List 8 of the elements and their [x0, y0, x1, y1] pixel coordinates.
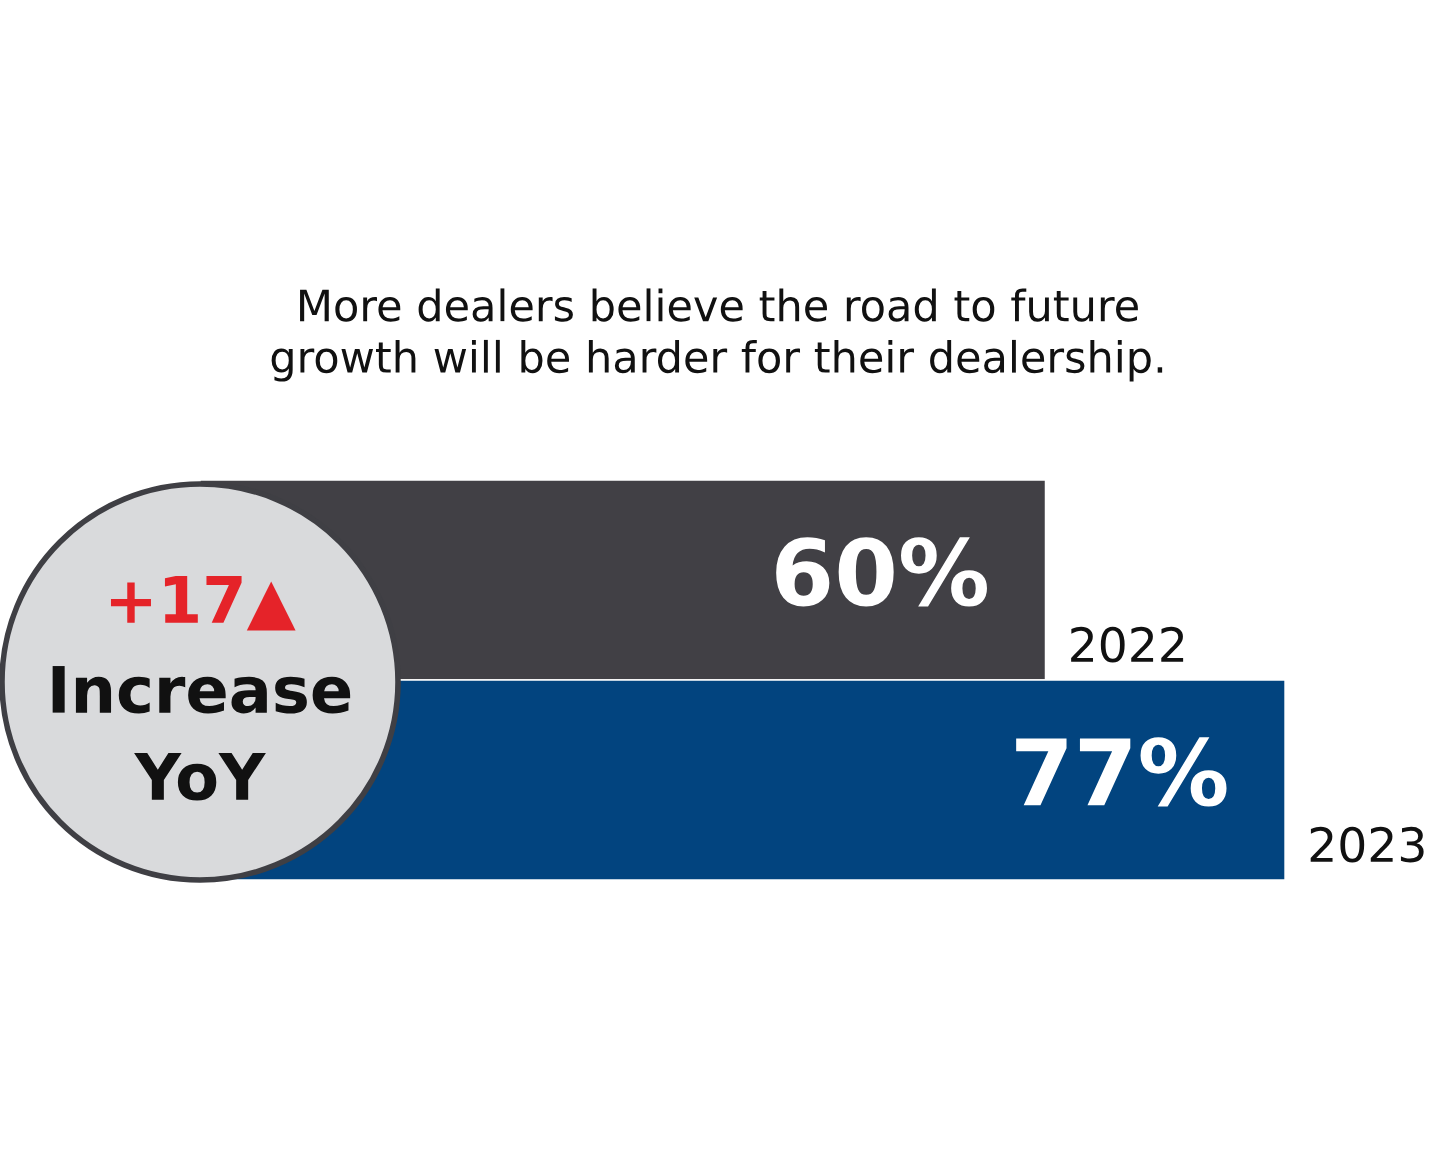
annotation: Increase	[52, 666, 351, 714]
data-label: 60%	[776, 537, 987, 607]
y-tick-label: 2023	[1310, 826, 1424, 863]
annotation: +17▲	[110, 576, 296, 631]
chart-title: More dealers believe the road to future growth will be harder for their dealership.	[271, 288, 1163, 382]
annotation: YoY	[134, 753, 266, 801]
data-label: 77%	[1016, 737, 1227, 807]
y-tick-label: 2022	[1071, 626, 1184, 663]
